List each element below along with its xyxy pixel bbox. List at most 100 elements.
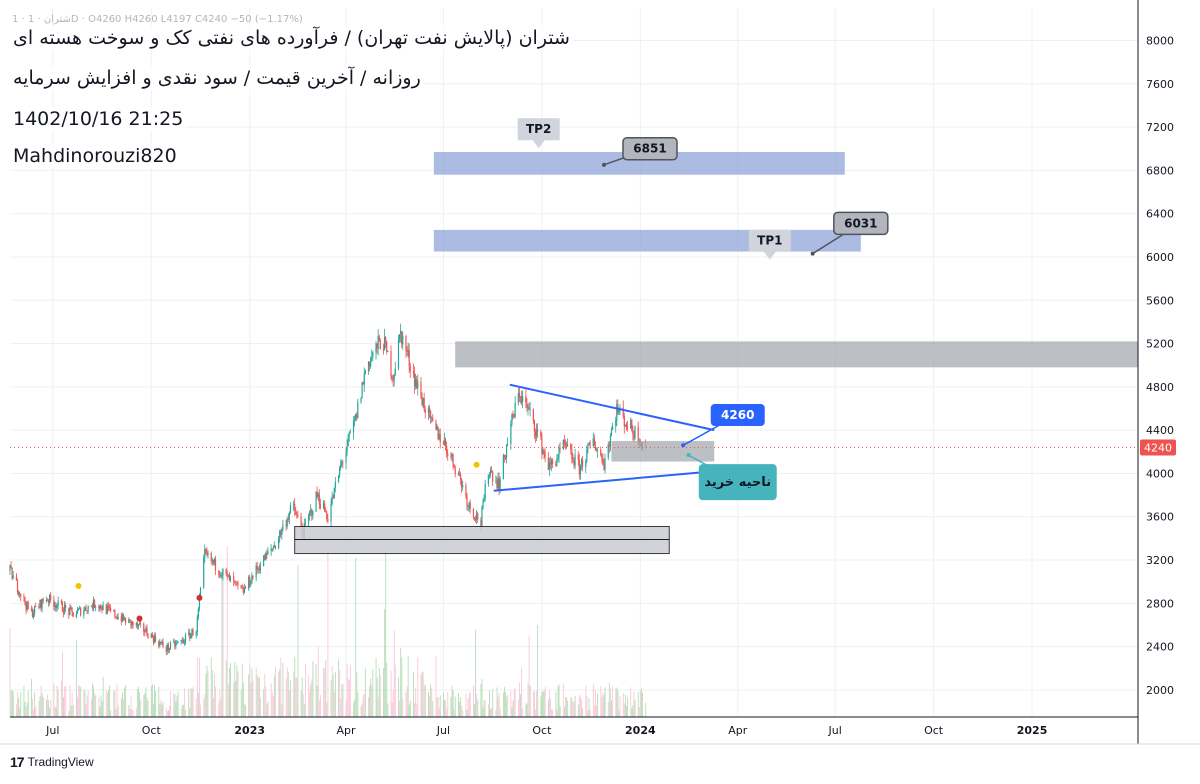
candle-body[interactable] xyxy=(510,424,512,445)
candle-body[interactable] xyxy=(244,587,247,589)
candle-body[interactable] xyxy=(26,602,28,610)
candle-body[interactable] xyxy=(607,444,609,458)
candle-body[interactable] xyxy=(25,603,27,610)
candle-body[interactable] xyxy=(206,551,208,555)
candle-body[interactable] xyxy=(218,570,220,574)
candle-body[interactable] xyxy=(356,414,358,418)
candle-body[interactable] xyxy=(121,614,123,622)
candle-body[interactable] xyxy=(293,503,295,506)
candle-body[interactable] xyxy=(16,580,19,592)
candle-body[interactable] xyxy=(447,453,449,456)
candle-body[interactable] xyxy=(237,582,239,586)
candle-body[interactable] xyxy=(503,454,506,458)
candle-body[interactable] xyxy=(611,425,614,430)
candle-body[interactable] xyxy=(405,336,407,351)
candle-body[interactable] xyxy=(488,473,491,475)
candle-body[interactable] xyxy=(361,382,363,399)
candle-body[interactable] xyxy=(304,522,306,524)
candle-body[interactable] xyxy=(417,381,419,389)
candle-body[interactable] xyxy=(446,445,448,454)
candle-body[interactable] xyxy=(197,608,199,617)
candle-body[interactable] xyxy=(348,432,350,436)
candle-body[interactable] xyxy=(282,524,284,530)
candle-body[interactable] xyxy=(188,632,190,635)
callout-buy-zone[interactable]: ناحیه خرید xyxy=(686,453,777,501)
candle-body[interactable] xyxy=(41,598,43,609)
candle-body[interactable] xyxy=(387,351,389,352)
candle-body[interactable] xyxy=(480,519,482,526)
candle-body[interactable] xyxy=(176,642,178,644)
candle-body[interactable] xyxy=(129,619,131,621)
candle-body[interactable] xyxy=(453,464,455,468)
candle-body[interactable] xyxy=(497,478,499,488)
candle-body[interactable] xyxy=(71,608,73,613)
candle-body[interactable] xyxy=(429,410,432,418)
candle-body[interactable] xyxy=(423,398,425,410)
candle-body[interactable] xyxy=(415,379,417,387)
candle-body[interactable] xyxy=(408,350,410,367)
candle-body[interactable] xyxy=(124,618,127,624)
candle-body[interactable] xyxy=(39,600,41,608)
candle-body[interactable] xyxy=(360,398,362,403)
candle-body[interactable] xyxy=(90,605,92,607)
candle-body[interactable] xyxy=(309,511,311,516)
candle-body[interactable] xyxy=(120,616,122,622)
candle-body[interactable] xyxy=(339,467,341,476)
candle-body[interactable] xyxy=(562,440,564,450)
candle-body[interactable] xyxy=(95,606,97,608)
candle-body[interactable] xyxy=(47,600,50,603)
candle-body[interactable] xyxy=(132,621,134,625)
candle-body[interactable] xyxy=(367,361,370,372)
candle-body[interactable] xyxy=(169,642,172,649)
candle-body[interactable] xyxy=(181,639,183,641)
candle-body[interactable] xyxy=(326,512,328,519)
candle-body[interactable] xyxy=(145,628,147,633)
candle-body[interactable] xyxy=(128,619,130,624)
candle-body[interactable] xyxy=(166,644,168,652)
candle-body[interactable] xyxy=(364,371,366,374)
candle-body[interactable] xyxy=(76,610,79,614)
candle-body[interactable] xyxy=(255,565,257,578)
candle-body[interactable] xyxy=(385,337,387,342)
candle-body[interactable] xyxy=(483,498,485,502)
candle-body[interactable] xyxy=(424,409,426,414)
candle-body[interactable] xyxy=(376,343,378,349)
candle-body[interactable] xyxy=(481,507,483,526)
candle-body[interactable] xyxy=(498,478,500,491)
candle-body[interactable] xyxy=(544,452,546,458)
candle-body[interactable] xyxy=(469,502,471,509)
candle-body[interactable] xyxy=(450,455,452,457)
candle-body[interactable] xyxy=(340,464,342,468)
candle-body[interactable] xyxy=(528,407,530,410)
candle-body[interactable] xyxy=(547,457,549,470)
candle-body[interactable] xyxy=(525,396,527,403)
candle-body[interactable] xyxy=(295,510,297,515)
candle-body[interactable] xyxy=(192,629,194,636)
candle-body[interactable] xyxy=(505,444,508,459)
candle-body[interactable] xyxy=(123,618,126,620)
candle-body[interactable] xyxy=(162,641,164,647)
candle-body[interactable] xyxy=(279,531,281,539)
candle-body[interactable] xyxy=(566,444,569,447)
candle-body[interactable] xyxy=(108,606,111,608)
candle-body[interactable] xyxy=(346,445,348,452)
candle-body[interactable] xyxy=(529,408,531,410)
candle-body[interactable] xyxy=(241,587,243,589)
candle-body[interactable] xyxy=(571,449,573,459)
candle-body[interactable] xyxy=(489,470,492,474)
candle-body[interactable] xyxy=(382,349,385,351)
candle-body[interactable] xyxy=(578,460,580,475)
candle-body[interactable] xyxy=(174,641,176,647)
candle-body[interactable] xyxy=(517,393,519,403)
candle-body[interactable] xyxy=(325,511,327,513)
candle-body[interactable] xyxy=(65,605,67,609)
candle-body[interactable] xyxy=(574,454,576,466)
candle-body[interactable] xyxy=(474,519,477,520)
candle-body[interactable] xyxy=(437,426,439,439)
candle-body[interactable] xyxy=(270,548,272,551)
candle-body[interactable] xyxy=(117,616,119,620)
candle-body[interactable] xyxy=(543,450,545,453)
callout-tp1[interactable]: TP1 xyxy=(748,229,791,260)
candle-body[interactable] xyxy=(183,642,186,644)
candle-body[interactable] xyxy=(334,481,336,488)
